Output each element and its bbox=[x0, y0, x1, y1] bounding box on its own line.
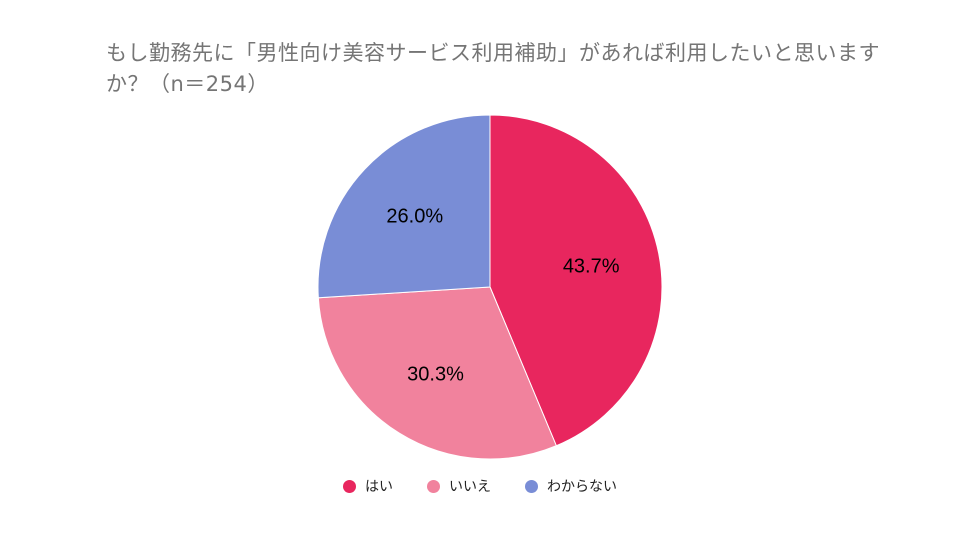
pie-slices bbox=[317, 114, 663, 460]
legend-label-yes: はい bbox=[365, 479, 393, 495]
legend-swatch-no bbox=[427, 479, 440, 493]
pie-slice-labels: 43.7% 30.3% 26.0% bbox=[386, 205, 619, 385]
legend-swatch-unknown bbox=[525, 479, 538, 493]
pie-label-no: 30.3% bbox=[407, 364, 464, 386]
legend: はい いいえ わからない bbox=[0, 476, 960, 496]
pie-label-unknown: 26.0% bbox=[386, 205, 443, 227]
pie-label-yes: 43.7% bbox=[563, 256, 620, 278]
legend-item-unknown[interactable]: わからない bbox=[525, 476, 617, 496]
chart-title: もし勤務先に「男性向け美容サービス利用補助」があれば利用したいと思いますか？（n… bbox=[106, 41, 880, 96]
pie-slice-no[interactable] bbox=[317, 286, 557, 460]
legend-item-yes[interactable]: はい bbox=[343, 476, 393, 496]
legend-label-no: いいえ bbox=[449, 479, 491, 495]
pie-slice-yes[interactable] bbox=[489, 114, 663, 447]
pie-slice-unknown[interactable] bbox=[317, 114, 491, 299]
legend-swatch-yes bbox=[343, 479, 356, 493]
legend-label-unknown: わからない bbox=[547, 479, 617, 495]
legend-item-no[interactable]: いいえ bbox=[427, 476, 491, 496]
